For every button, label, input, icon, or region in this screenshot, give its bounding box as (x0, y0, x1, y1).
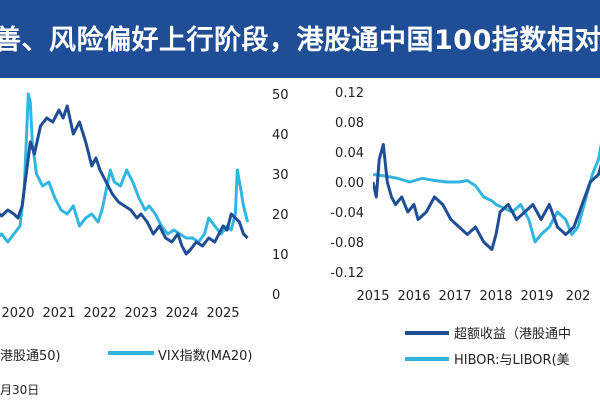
left-y-tick-label: 10 (272, 248, 289, 263)
title-banner: 善、风险偏好上行阶段，港股通中国100指数相对表 (0, 0, 600, 78)
right-y-tick-label: 0.12 (335, 86, 364, 101)
left-x-tick-label: 2023 (124, 306, 157, 321)
right-y-tick-label: 0.04 (335, 146, 364, 161)
right-x-tick-label: 2017 (438, 289, 471, 304)
right-x-tick-label: 2016 (397, 289, 430, 304)
left-series-line-1 (0, 104, 249, 256)
legend-label-hibor: HIBOR:与LIBOR(美 (454, 353, 570, 368)
left-y-tick-label: 30 (272, 168, 289, 183)
left-x-tick-label: 2025 (206, 306, 239, 321)
left-y-tick-label: 0 (272, 288, 280, 303)
left-y-tick-label: 20 (272, 208, 289, 223)
legend-swatch-hibor (405, 357, 449, 361)
right-y-tick-label: 0.00 (335, 176, 364, 191)
left-x-tick-label: 2024 (165, 306, 198, 321)
right-chart: 0.12 0.08 0.04 0.00 -0.04 -0.08 -0.12 2015 2016 2… (330, 86, 600, 304)
right-x-tick-label: 202 (566, 289, 591, 304)
legend-label-vix: VIX指数(MA20) (158, 349, 253, 364)
right-y-tick-label: -0.04 (330, 206, 364, 221)
left-x-tick-label: 2020 (1, 306, 34, 321)
legend-swatch-excess-return (405, 331, 449, 335)
left-x-tick-label: 2021 (42, 306, 75, 321)
right-x-tick-label: 2019 (520, 289, 553, 304)
right-y-tick-label: -0.08 (330, 236, 364, 251)
left-y-tick-label: 50 (272, 88, 289, 103)
right-x-tick-label: 2018 (479, 289, 512, 304)
left-chart: 50 40 30 20 10 0 2020 2021 2022 2023 2024 2025 (0, 88, 289, 321)
legend-label-excess-return: 超额收益（港股通中 (454, 327, 572, 342)
left-series-line-2 (0, 92, 250, 244)
footnote: 月30日 (0, 383, 40, 397)
right-x-tick-label: 2015 (356, 289, 389, 304)
legend-label-left-series-1: 港股通50) (0, 349, 61, 364)
right-series-line-2 (373, 142, 600, 244)
left-x-tick-label: 2022 (83, 306, 116, 321)
left-y-tick-label: 40 (272, 128, 289, 143)
right-y-tick-label: 0.08 (335, 116, 364, 131)
page-title: 善、风险偏好上行阶段，港股通中国100指数相对表 (0, 25, 600, 56)
legend-swatch-vix (108, 351, 154, 355)
right-series-line-1 (373, 143, 600, 251)
right-y-tick-label: -0.12 (330, 266, 364, 281)
